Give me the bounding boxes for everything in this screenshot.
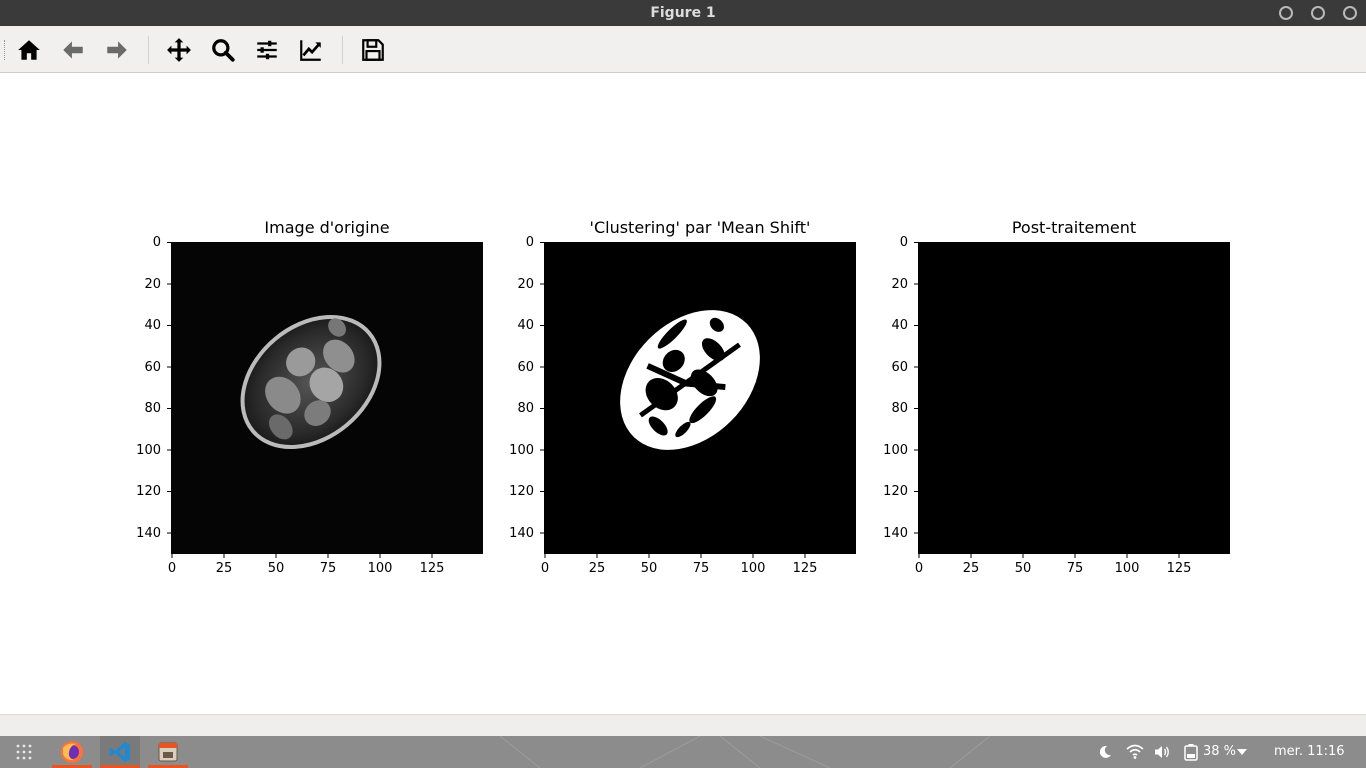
x-tick-label: 125 [419,561,445,576]
window-title: Figure 1 [650,5,716,21]
subplot-axes [167,242,433,558]
y-tick-label: 140 [883,526,908,541]
x-tick-label: 0 [540,561,550,576]
floppy-disk-icon [362,39,384,61]
y-tick-label: 60 [144,360,161,375]
volume-icon[interactable] [1153,744,1171,760]
battery-icon[interactable] [1184,743,1198,761]
toolbar-grip [4,40,7,60]
x-tick-label: 75 [1066,561,1084,576]
y-tick-label: 60 [891,360,908,375]
y-tick-label: 40 [891,318,908,333]
apps-grid-button[interactable] [4,736,44,768]
y-tick-label: 60 [517,360,534,375]
status-bar [0,714,1366,736]
home-button[interactable] [13,34,45,66]
close-button[interactable] [1343,6,1357,20]
y-tick-label: 0 [152,235,161,250]
post-processing-image[interactable] [918,242,1230,554]
y-tick-label: 100 [883,443,908,458]
night-light-icon[interactable] [1097,744,1113,760]
forward-button[interactable] [101,34,133,66]
firefox-icon [61,741,83,763]
grid-icon [16,744,32,760]
maximize-button[interactable] [1311,6,1325,20]
configure-subplots-button[interactable] [251,34,283,66]
window-titlebar: Figure 1 [0,0,1366,26]
figure-window-taskbar-button[interactable] [148,736,188,768]
subplot-title: Image d'origine [264,218,390,237]
chevron-down-icon[interactable] [1237,749,1247,755]
line-chart-icon [300,40,321,61]
vscode-taskbar-button[interactable] [100,736,140,768]
y-tick-label: 100 [136,443,161,458]
original-image[interactable] [171,242,483,554]
home-icon [18,40,40,60]
edit-axis-button[interactable] [295,34,327,66]
y-tick-label: 20 [144,277,161,292]
mean-shift-mask-image[interactable] [544,242,856,554]
taskbar: 38 % mer. 11:16 [0,736,1366,768]
x-tick-label: 25 [215,561,233,576]
figure-canvas[interactable]: Image d'origine [0,73,1366,714]
active-indicator [148,765,188,768]
back-button[interactable] [57,34,89,66]
subplot-axes [540,242,806,558]
x-tick-label: 100 [1114,561,1140,576]
y-tick-label: 140 [509,526,534,541]
toolbar-separator [342,36,343,64]
x-tick-label: 100 [740,561,766,576]
y-tick-label: 140 [136,526,161,541]
active-indicator [100,765,140,768]
x-tick-label: 0 [914,561,924,576]
y-tick-label: 100 [509,443,534,458]
x-tick-label: 125 [1166,561,1192,576]
arrow-right-icon [107,41,127,59]
pan-button[interactable] [163,34,195,66]
move-icon [167,38,191,62]
window-icon [158,742,178,762]
subplot-axes [914,242,1180,558]
subplot-title: Post-traitement [1011,218,1137,237]
y-tick-label: 120 [883,484,908,499]
x-tick-label: 125 [792,561,818,576]
wifi-icon[interactable] [1126,744,1144,760]
y-tick-label: 120 [509,484,534,499]
clock[interactable]: mer. 11:16 [1274,744,1345,759]
active-indicator [52,765,92,768]
x-tick-label: 75 [692,561,710,576]
subplot-title: 'Clustering' par 'Mean Shift' [589,218,811,237]
sliders-icon [257,40,277,60]
y-tick-label: 40 [144,318,161,333]
minimize-button[interactable] [1279,6,1293,20]
magnifier-icon [212,39,235,62]
save-button[interactable] [357,34,389,66]
toolbar-separator [148,36,149,64]
vscode-icon [109,742,130,762]
battery-percentage[interactable]: 38 % [1203,744,1237,759]
y-tick-label: 0 [525,235,534,250]
arrow-left-icon [63,41,83,59]
y-tick-label: 120 [136,484,161,499]
y-tick-label: 40 [517,318,534,333]
x-tick-label: 25 [962,561,980,576]
x-tick-label: 25 [588,561,606,576]
y-tick-label: 80 [891,401,908,416]
navigation-toolbar [0,26,1366,73]
x-tick-label: 100 [367,561,393,576]
y-tick-label: 80 [144,401,161,416]
y-tick-label: 20 [891,277,908,292]
x-tick-label: 50 [640,561,658,576]
y-tick-label: 0 [899,235,908,250]
x-tick-label: 50 [1014,561,1032,576]
firefox-taskbar-button[interactable] [52,736,92,768]
x-tick-label: 0 [167,561,177,576]
y-tick-label: 80 [517,401,534,416]
x-tick-label: 75 [319,561,337,576]
y-tick-label: 20 [517,277,534,292]
taskbar-background-pattern [499,736,991,768]
x-tick-label: 50 [267,561,285,576]
zoom-button[interactable] [207,34,239,66]
